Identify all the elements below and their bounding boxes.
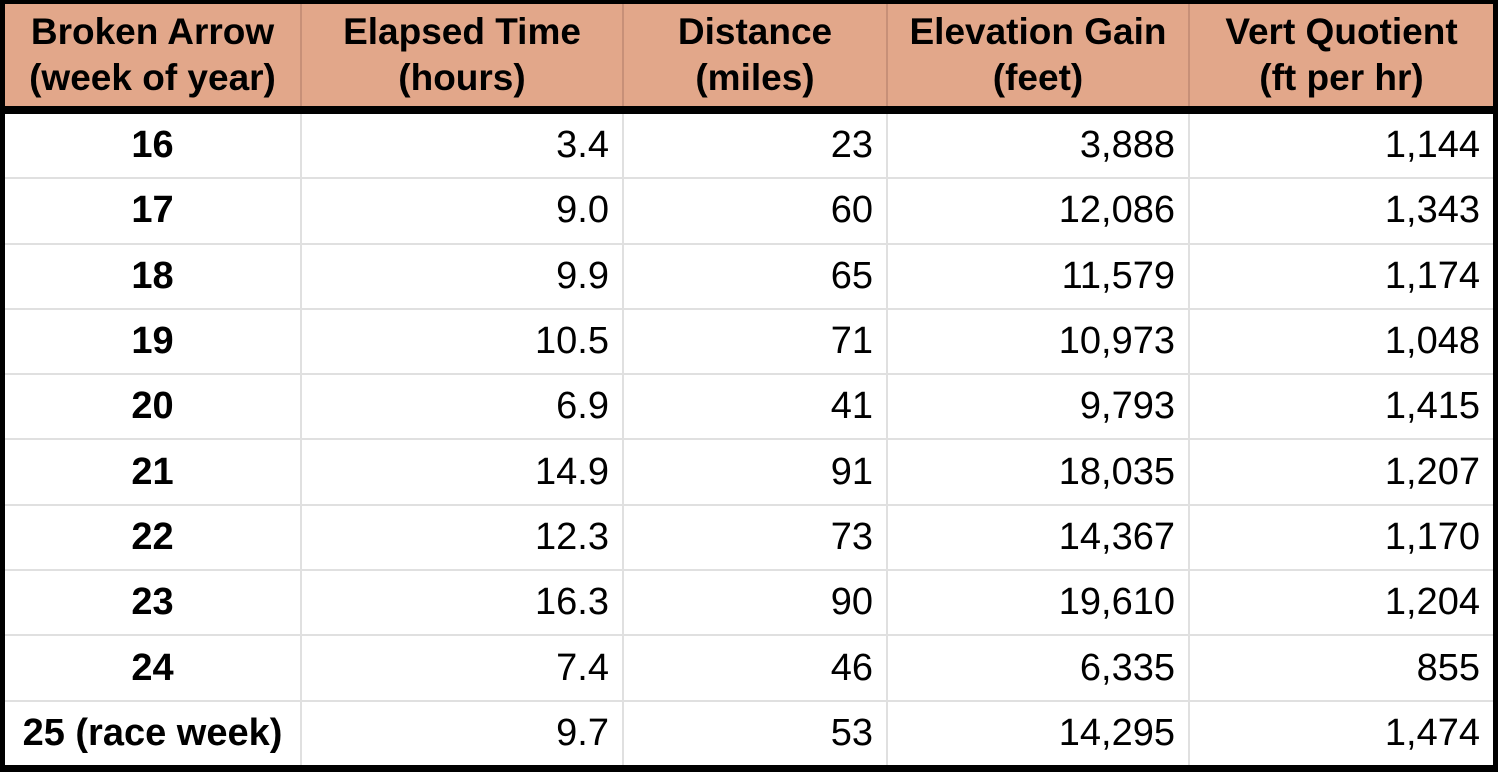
header-line: (week of year) xyxy=(29,57,276,98)
cell-week: 17 xyxy=(5,179,302,243)
header-cell-elapsed-time: Elapsed Time (hours) xyxy=(302,4,624,106)
cell-week: 23 xyxy=(5,571,302,635)
cell-elapsed-time: 9.0 xyxy=(302,179,624,243)
cell-week: 22 xyxy=(5,505,302,570)
cell-elevation-gain: 11,579 xyxy=(888,244,1190,308)
table-row: 19 10.5 71 10,973 1,048 xyxy=(5,309,1493,376)
cell-week: 19 xyxy=(5,309,302,374)
cell-vert-quotient: 1,170 xyxy=(1384,515,1480,558)
cell-elevation-gain: 9,793 xyxy=(888,375,1190,439)
cell-elevation-gain: 12,086 xyxy=(888,179,1190,243)
cell-week: 25 (race week) xyxy=(5,701,302,765)
cell-vert-quotient: 1,343 xyxy=(1384,189,1480,232)
header-line: Elapsed Time xyxy=(343,10,581,52)
cell-distance: 91 xyxy=(624,440,888,504)
table-row: 16 3.4 23 3,888 1,144 xyxy=(5,114,1493,180)
header-line: (feet) xyxy=(992,57,1084,98)
header-line: Vert Quotient xyxy=(1225,10,1458,52)
cell-elapsed-time: 3.4 xyxy=(302,114,624,178)
cell-week: 16 xyxy=(5,114,302,178)
table-row: 23 16.3 90 19,610 1,204 xyxy=(5,571,1493,637)
table-row: 20 6.9 41 9,793 1,415 xyxy=(5,375,1493,441)
cell-week: 18 xyxy=(5,244,302,308)
cell-elevation-gain: 6,335 xyxy=(888,636,1190,700)
header-line: Distance xyxy=(677,10,833,52)
cell-distance: 73 xyxy=(624,505,888,570)
cell-elapsed-time: 10.5 xyxy=(302,309,624,374)
cell-elapsed-time: 12.3 xyxy=(302,505,624,570)
cell-vert-quotient: 1,204 xyxy=(1384,581,1480,624)
cell-elapsed-time: 7.4 xyxy=(302,636,624,700)
cell-distance: 90 xyxy=(624,571,888,635)
header-line: (ft per hr) xyxy=(1259,57,1424,98)
cell-elapsed-time: 6.9 xyxy=(302,375,624,439)
table-body: 16 3.4 23 3,888 1,144 17 9.0 60 12,086 1… xyxy=(5,114,1493,765)
cell-vert-quotient: 855 xyxy=(1416,646,1480,689)
cell-elevation-gain: 3,888 xyxy=(888,114,1190,178)
cell-elapsed-time: 9.7 xyxy=(302,701,624,765)
cell-distance: 53 xyxy=(624,701,888,765)
header-line: Elevation Gain xyxy=(909,10,1167,52)
cell-elevation-gain: 10,973 xyxy=(888,309,1190,374)
cell-elapsed-time: 9.9 xyxy=(302,244,624,308)
cell-distance: 23 xyxy=(624,114,888,178)
cell-vert-quotient: 1,144 xyxy=(1384,124,1480,167)
table-row: 21 14.9 91 18,035 1,207 xyxy=(5,440,1493,506)
header-line: Broken Arrow xyxy=(30,10,275,52)
cell-distance: 60 xyxy=(624,179,888,243)
cell-week: 24 xyxy=(5,636,302,700)
header-line: (miles) xyxy=(695,57,815,98)
cell-elevation-gain: 18,035 xyxy=(888,440,1190,504)
table-row: 18 9.9 65 11,579 1,174 xyxy=(5,244,1493,310)
header-cell-elevation-gain: Elevation Gain (feet) xyxy=(888,4,1190,106)
cell-elevation-gain: 14,295 xyxy=(888,701,1190,765)
table-row: 17 9.0 60 12,086 1,343 xyxy=(5,179,1493,245)
table-row: 25 (race week) 9.7 53 14,295 1,474 xyxy=(5,701,1493,765)
cell-elapsed-time: 16.3 xyxy=(302,571,624,635)
cell-vert-quotient: 1,415 xyxy=(1384,385,1480,428)
cell-elapsed-time: 14.9 xyxy=(302,440,624,504)
cell-vert-quotient: 1,174 xyxy=(1384,254,1480,297)
cell-distance: 71 xyxy=(624,309,888,374)
table-header-row: Broken Arrow (week of year) Elapsed Time… xyxy=(5,4,1493,114)
cell-vert-quotient: 1,474 xyxy=(1384,711,1480,754)
cell-vert-quotient: 1,207 xyxy=(1384,450,1480,493)
header-line: (hours) xyxy=(398,57,526,98)
cell-elevation-gain: 14,367 xyxy=(888,505,1190,570)
header-cell-vert-quotient: Vert Quotient (ft per hr) xyxy=(1190,4,1493,106)
cell-distance: 41 xyxy=(624,375,888,439)
cell-week: 20 xyxy=(5,375,302,439)
table-row: 22 12.3 73 14,367 1,170 xyxy=(5,505,1493,572)
cell-elevation-gain: 19,610 xyxy=(888,571,1190,635)
header-cell-week: Broken Arrow (week of year) xyxy=(5,4,302,106)
table-row: 24 7.4 46 6,335 855 xyxy=(5,636,1493,702)
cell-distance: 46 xyxy=(624,636,888,700)
header-cell-distance: Distance (miles) xyxy=(624,4,888,106)
cell-distance: 65 xyxy=(624,244,888,308)
cell-week: 21 xyxy=(5,440,302,504)
cell-vert-quotient: 1,048 xyxy=(1384,320,1480,363)
